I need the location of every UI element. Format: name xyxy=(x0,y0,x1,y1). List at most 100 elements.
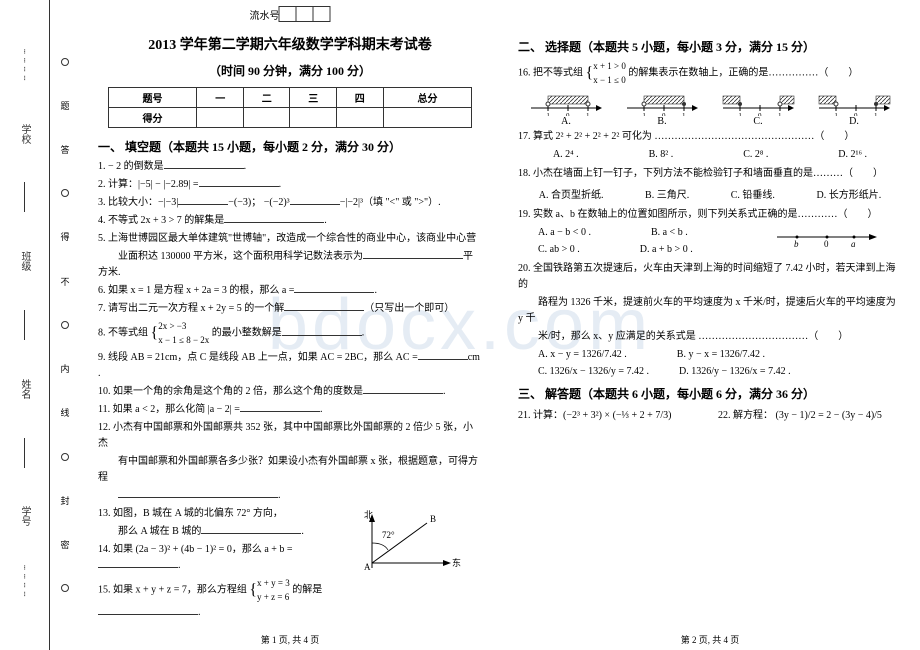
th: 总分 xyxy=(383,88,472,108)
pages-container: 流水号 2013 学年第二学期六年级数学学科期末考试卷 （时间 90 分钟，满分… xyxy=(80,0,920,650)
q2: 2. 计算：|−5| − |−2.89| =. xyxy=(98,177,482,193)
q16: 16. 把不等式组 {x + 1 > 0x − 1 ≤ 0 的解集表示在数轴上，… xyxy=(518,59,902,88)
q9: 9. 线段 AB = 21cm，点 C 是线段 AB 上一点，如果 AC = 2… xyxy=(98,350,482,382)
compass-figure: 北 东 72° A B xyxy=(352,508,462,581)
th: 一 xyxy=(197,88,244,108)
seal-text: 题 xyxy=(59,101,72,110)
choice: B. 三角尺. xyxy=(645,186,689,201)
q1: 1. − 2 的倒数是. xyxy=(98,159,482,175)
q18-choices: A. 合页型折纸. B. 三角尺. C. 铅垂线. D. 长方形纸片. xyxy=(518,186,902,201)
compass-icon: 北 东 72° A B xyxy=(352,508,462,578)
choice: A. a − b < 0 . xyxy=(538,227,591,238)
numline-a: -101 A. xyxy=(526,90,606,127)
q15: 15. 如果 x + y + z = 7，那么方程组 {x + y = 3y +… xyxy=(98,576,482,621)
section-2-heading: 二、 选择题（本题共 5 小题，每小题 3 分，满分 15 分） xyxy=(518,38,902,55)
choice: C. 铅垂线. xyxy=(731,186,775,201)
numline-icon: b 0 a xyxy=(772,225,882,249)
q11: 11. 如果 a < 2，那么化简 |a − 2| =. xyxy=(98,402,482,418)
svg-text:北: 北 xyxy=(364,510,373,520)
th: 三 xyxy=(290,88,337,108)
q5: 5. 上海世博园区最大单体建筑"世博轴"，改造成一个综合性的商业中心，该商业中心… xyxy=(98,231,482,247)
choice: D. 长方形纸片. xyxy=(816,186,881,201)
margin-name-label: 姓名 xyxy=(17,379,32,399)
q20b: 路程为 1326 千米，提速前火车的平均速度为 x 千米/时，提速后火车的平均速… xyxy=(518,295,902,327)
seal-text: 封 xyxy=(59,496,72,505)
q19-numline: b 0 a xyxy=(772,225,882,252)
th: 二 xyxy=(243,88,290,108)
table-row: 题号 一 二 三 四 总分 xyxy=(108,88,472,108)
page-1: 流水号 2013 学年第二学期六年级数学学科期末考试卷 （时间 90 分钟，满分… xyxy=(80,0,500,650)
th: 题号 xyxy=(108,88,197,108)
numline-c: -101 C. xyxy=(718,90,798,127)
choice: D. 2¹⁶ . xyxy=(838,149,867,160)
q21: 21. 计算：(−2³ + 3²) × (−⅓ + 2 + 7/3) xyxy=(518,408,702,424)
page-footer-1: 第 1 页, 共 4 页 xyxy=(80,633,500,646)
svg-text:1: 1 xyxy=(682,112,686,116)
margin-id: 学号 xyxy=(17,506,32,526)
seal-text: 内 xyxy=(59,364,72,373)
margin-school: 学校 xyxy=(17,124,32,144)
q20c: 米/时，那么 x、y 应满足的关系式是 ……………………………（ ） xyxy=(518,329,902,345)
q6: 6. 如果 x = 1 是方程 x + 2a = 3 的根，那么 a =. xyxy=(98,283,482,299)
section-1-heading: 一、 填空题（本题共 15 小题，每小题 2 分，满分 30 分） xyxy=(98,138,482,155)
seal-text: 答 xyxy=(59,145,72,154)
choice: C. ab > 0 . xyxy=(538,244,580,255)
svg-text:b: b xyxy=(794,239,799,249)
punch-hole-icon xyxy=(61,321,69,329)
q19-choices-cd: C. ab > 0 . D. a + b > 0 . xyxy=(518,244,772,255)
seal-text: 线 xyxy=(59,408,72,417)
choice: D. a + b > 0 . xyxy=(640,244,693,255)
svg-text:-1: -1 xyxy=(736,112,742,116)
margin-dash-2: ┄┄┄┄ xyxy=(20,565,29,600)
q10: 10. 如果一个角的余角是这个角的 2 倍，那么这个角的度数是. xyxy=(98,384,482,400)
q8: 8. 不等式组 {2x > −3x − 1 ≤ 8 − 2x 的最小整数解是. xyxy=(98,319,482,348)
seal-text: 得 xyxy=(59,232,72,241)
svg-text:0: 0 xyxy=(824,239,829,249)
svg-text:a: a xyxy=(851,239,856,249)
choice: A. 合页型折纸. xyxy=(539,186,604,201)
punch-hole-icon xyxy=(61,584,69,592)
q3: 3. 比较大小：−|−3|−(−3)； −(−2)³−|−2|³（填 "<" 或… xyxy=(98,195,482,211)
svg-text:1: 1 xyxy=(586,112,590,116)
choice: B. y − x = 1326/7.42 . xyxy=(677,349,765,360)
q19-choices-ab: A. a − b < 0 . B. a < b . xyxy=(518,227,772,238)
q16-numlines: -101 A. -101 B. -101 C. xyxy=(518,90,902,127)
q20-choices-ab: A. x − y = 1326/7.42 . B. y − x = 1326/7… xyxy=(518,349,902,360)
q17-choices: A. 2⁴ . B. 8² . C. 2⁸ . D. 2¹⁶ . xyxy=(518,149,902,160)
table-row: 得分 xyxy=(108,108,472,128)
choice: A. x − y = 1326/7.42 . xyxy=(538,349,627,360)
margin-class: 班级 xyxy=(17,251,32,271)
q19: 19. 实数 a、b 在数轴上的位置如图所示，则下列关系式正确的是…………（ ） xyxy=(518,207,902,223)
choice: C. 2⁸ . xyxy=(743,149,768,160)
punch-hole-icon xyxy=(61,58,69,66)
svg-text:-1: -1 xyxy=(832,112,838,116)
binding-margin: ┄┄┄┄ 学校 班级 姓名 学号 ┄┄┄┄ xyxy=(0,0,50,650)
q22: 22. 解方程： (3y − 1)/2 = 2 − (3y − 4)/5 xyxy=(718,408,902,424)
q12b: 有中国邮票和外国邮票各多少张？如果设小杰有外国邮票 x 张，根据题意，可得方程 xyxy=(98,454,482,486)
q20-choices-cd: C. 1326/x − 1326/y = 7.42 . D. 1326/y − … xyxy=(518,366,902,377)
q7: 7. 请写出二元一次方程 x + 2y = 5 的一个解（只写出一个即可） xyxy=(98,301,482,317)
svg-text:1: 1 xyxy=(874,112,878,116)
choice: C. 1326/x − 1326/y = 7.42 . xyxy=(538,366,649,377)
margin-dash: ┄┄┄┄ xyxy=(20,49,29,84)
numline-b: -101 B. xyxy=(622,90,702,127)
q4: 4. 不等式 2x + 3 > 7 的解集是. xyxy=(98,213,482,229)
choice-label: B. xyxy=(622,116,702,127)
choice: B. a < b . xyxy=(651,227,688,238)
punch-hole-icon xyxy=(61,189,69,197)
svg-text:1: 1 xyxy=(778,112,782,116)
choice: B. 8² . xyxy=(649,149,674,160)
svg-text:-1: -1 xyxy=(640,112,646,116)
flow-number-box: 流水号 xyxy=(250,6,331,22)
svg-text:B: B xyxy=(430,514,436,524)
q12-blank: . xyxy=(98,488,482,504)
choice: A. 2⁴ . xyxy=(553,149,579,160)
punch-hole-icon xyxy=(61,453,69,461)
svg-text:A: A xyxy=(364,562,371,572)
seal-text: 不 xyxy=(59,277,72,286)
page-footer-2: 第 2 页, 共 4 页 xyxy=(500,633,920,646)
numline-d: -101 D. xyxy=(814,90,894,127)
q5b: 业面积达 130000 平方米，这个面积用科学记数法表示为平方米. xyxy=(98,249,482,281)
section-3-heading: 三、 解答题（本题共 6 小题，每小题 6 分，满分 36 分） xyxy=(518,385,902,402)
choice-label: A. xyxy=(526,116,606,127)
